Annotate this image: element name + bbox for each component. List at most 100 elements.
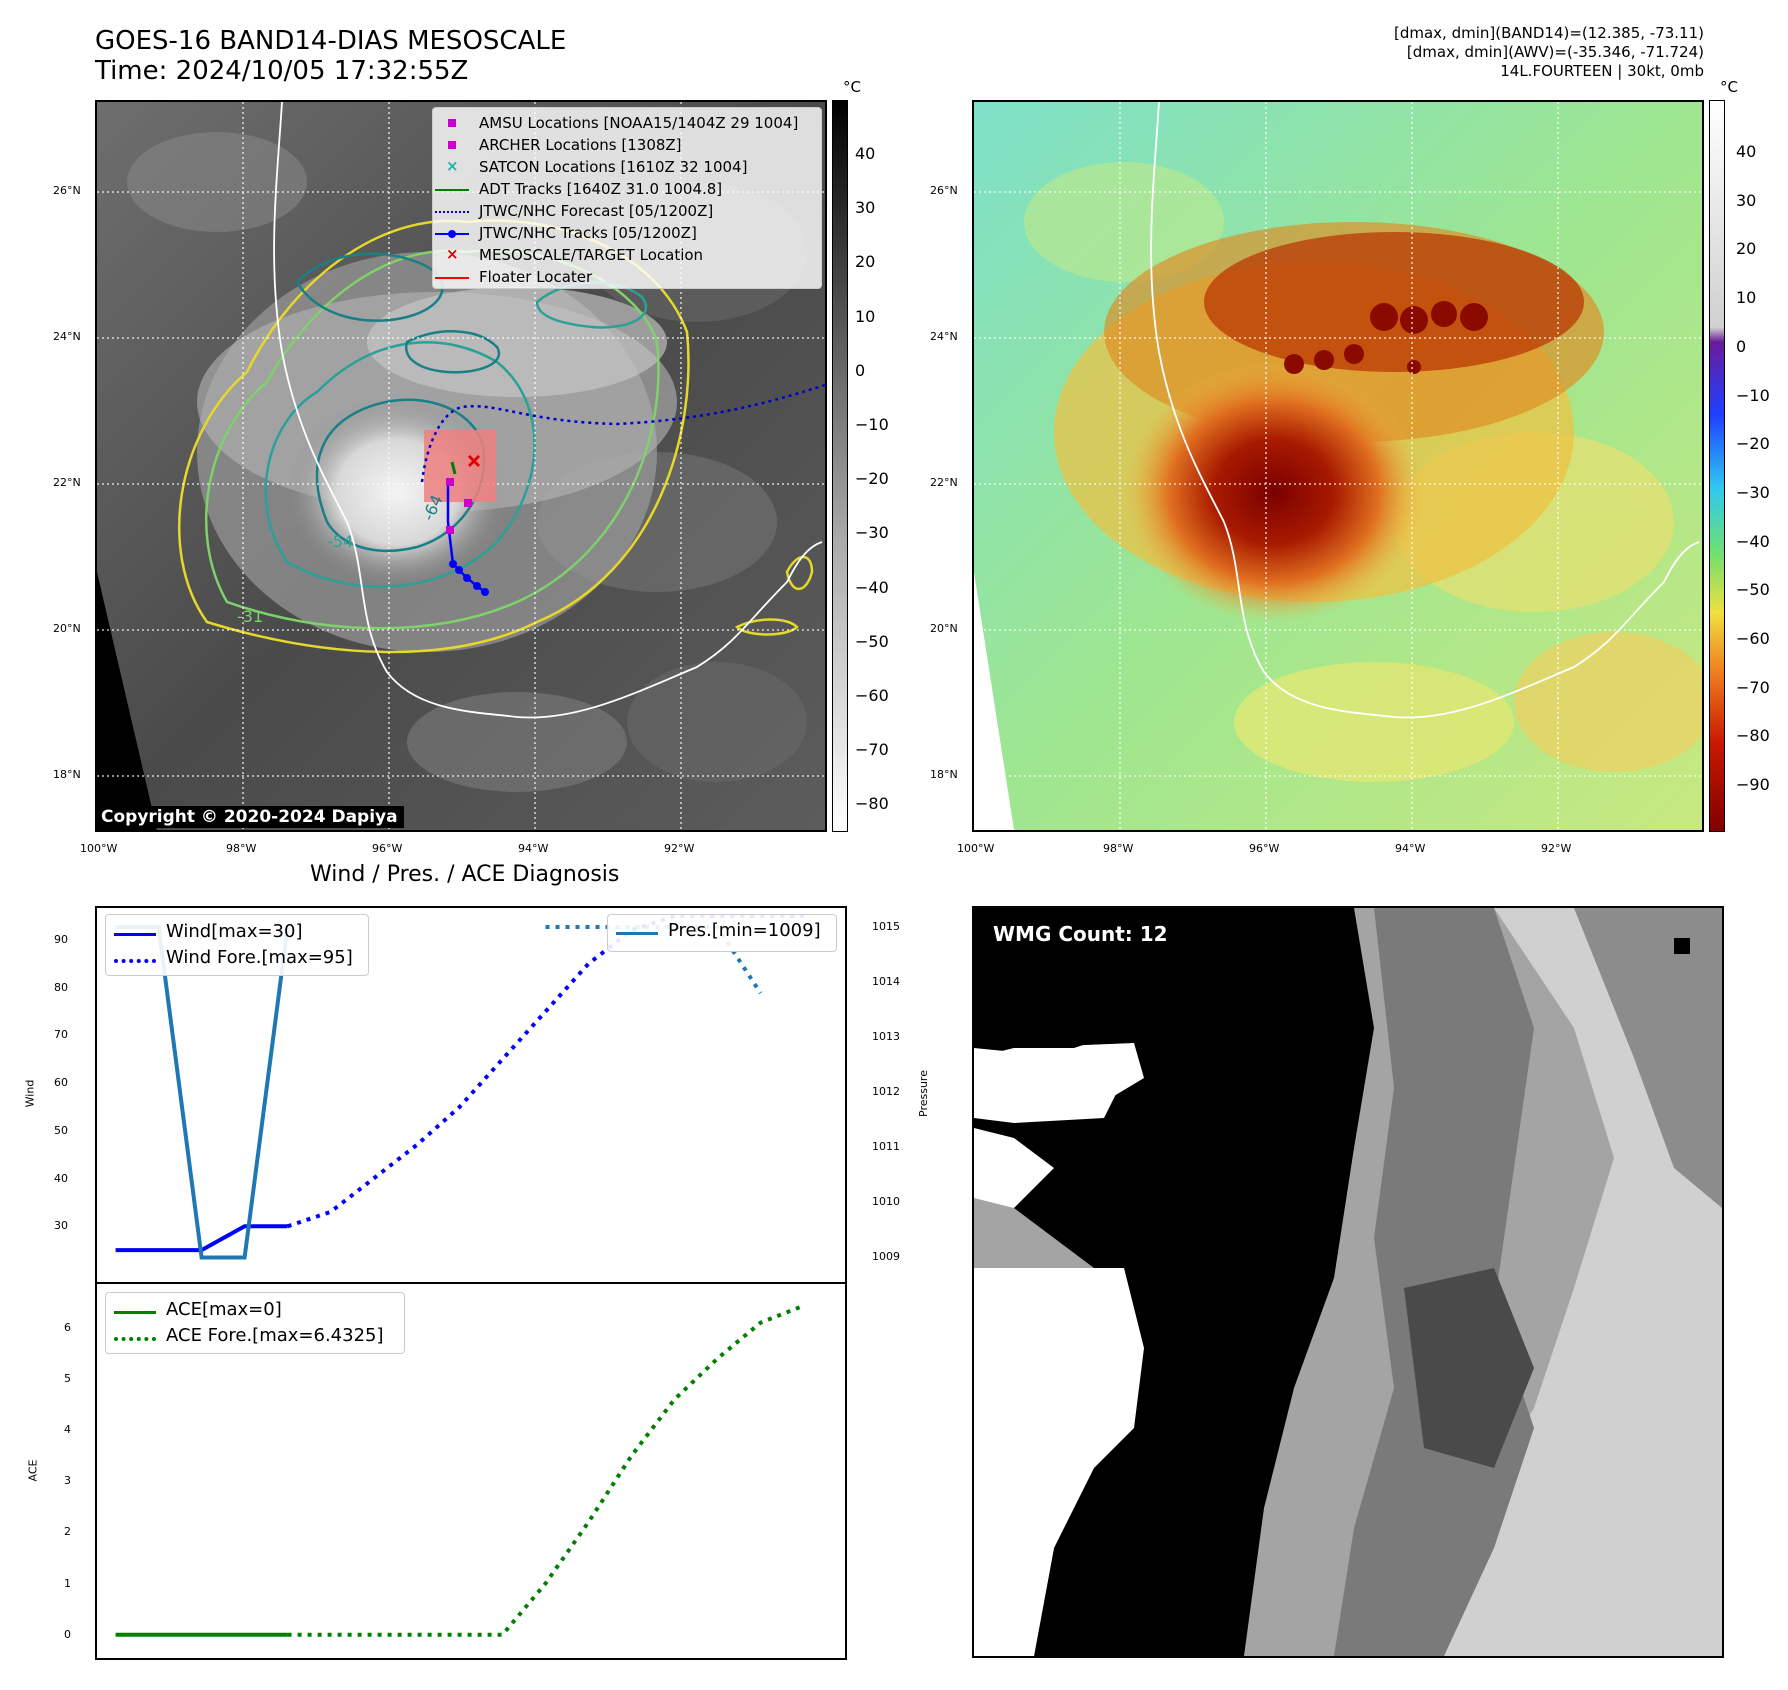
y-tick-label: 5: [64, 1371, 71, 1385]
y-tick-label: 4: [64, 1423, 71, 1437]
figure-info: [dmax, dmin](BAND14)=(12.385, -73.11) [d…: [1394, 24, 1704, 81]
colorbar-tick-label: −20: [855, 469, 889, 489]
lon-label: 96°W: [1249, 842, 1280, 855]
colorbar-tick-label: 20: [1736, 239, 1757, 259]
floater-box: [424, 430, 496, 502]
line-icon: [435, 277, 469, 279]
colorbar-tick-label: −10: [1736, 385, 1770, 405]
colorbar-tick-label: −30: [1736, 482, 1770, 502]
legend-item-archer: ARCHER Locations [1308Z]: [433, 136, 821, 156]
colorbar-tick-label: 0: [855, 360, 866, 380]
y-tick-label: 50: [54, 1123, 68, 1137]
lat-label: 24°N: [930, 330, 958, 343]
colorbar-unit: °C: [1720, 78, 1738, 96]
lat-label: 20°N: [53, 622, 81, 635]
lat-label: 22°N: [930, 476, 958, 489]
line-icon: [616, 932, 658, 935]
wmg-image: [974, 908, 1722, 1656]
y-tick-label: 1011: [872, 1140, 900, 1154]
colorbar-tick-label: −40: [1736, 531, 1770, 551]
legend-label: AMSU Locations [NOAA15/1404Z 29 1004]: [479, 114, 799, 132]
y-tick-label: 30: [54, 1219, 68, 1233]
legend-item-floater: Floater Locater: [433, 268, 821, 288]
svg-text:-54: -54: [327, 532, 353, 551]
colorbar-tick-label: 30: [855, 198, 876, 218]
legend-item-tracks: JTWC/NHC Tracks [05/1200Z]: [433, 224, 821, 244]
square-icon: [448, 119, 456, 127]
y-tick-label: 60: [54, 1076, 68, 1090]
legend-item-adt: ADT Tracks [1640Z 31.0 1004.8]: [433, 180, 821, 200]
y-tick-label: 1012: [872, 1085, 900, 1099]
y-tick-label: 1: [64, 1576, 71, 1590]
dotted-line-icon: [435, 211, 469, 213]
y-tick-label: 1015: [872, 920, 900, 933]
line-icon: [435, 189, 469, 191]
legend-label: ADT Tracks [1640Z 31.0 1004.8]: [479, 180, 723, 198]
legend-label: Floater Locater: [479, 268, 593, 286]
x-marker-icon: ×: [446, 157, 459, 175]
colorbar-tick-label: −30: [855, 523, 889, 543]
lon-label: 92°W: [1541, 842, 1572, 855]
legend-item-target: × MESOSCALE/TARGET Location: [433, 245, 821, 266]
y-tick-label: 3: [64, 1474, 71, 1488]
legend-label: MESOSCALE/TARGET Location: [479, 246, 704, 264]
colorbar-tick-label: 40: [855, 144, 876, 163]
ace-panel: ACE[max=0] ACE Fore.[max=6.4325]: [95, 1282, 847, 1660]
colorbar-tick-label: 40: [1736, 142, 1757, 161]
colorbar-tick-label: −90: [1736, 775, 1770, 795]
legend-label: JTWC/NHC Forecast [05/1200Z]: [479, 202, 714, 220]
y-tick-label: 1010: [872, 1195, 900, 1209]
colorbar-tick-label: −70: [1736, 677, 1770, 697]
wind-axis-label: Wind: [23, 1079, 37, 1108]
wind-pres-panel: Wind[max=30] Wind Fore.[max=95] Pres.[mi…: [95, 906, 847, 1284]
line-icon: [114, 933, 156, 936]
legend-label: ARCHER Locations [1308Z]: [479, 136, 682, 154]
colorbar-tick-label: 30: [1736, 190, 1757, 210]
pres-legend: Pres.[min=1009]: [607, 914, 837, 952]
colorbar-tick-label: 20: [855, 252, 876, 272]
dotted-line-icon: [114, 959, 156, 963]
lon-label: 92°W: [664, 842, 695, 855]
legend-label: ACE Fore.[max=6.4325]: [166, 1325, 384, 1346]
y-tick-label: 80: [54, 980, 68, 994]
colorbar-tick-label: −20: [1736, 434, 1770, 454]
legend-label: SATCON Locations [1610Z 32 1004]: [479, 158, 748, 176]
diagnosis-title: Wind / Pres. / ACE Diagnosis: [310, 862, 620, 887]
lon-label: 94°W: [1395, 842, 1426, 855]
legend-label: Wind Fore.[max=95]: [166, 947, 353, 968]
lat-label: 26°N: [53, 184, 81, 197]
colorbar-tick-label: −60: [855, 686, 889, 705]
info-line-1: [dmax, dmin](BAND14)=(12.385, -73.11): [1393, 24, 1704, 42]
y-tick-label: 2: [64, 1525, 71, 1539]
y-tick-label: 1013: [872, 1030, 900, 1044]
lat-label: 18°N: [53, 768, 81, 781]
colorbar-unit: °C: [843, 78, 861, 96]
wmg-count-badge: WMG Count: 12: [985, 920, 1176, 948]
colorbar-tick-label: −50: [1736, 580, 1770, 600]
legend-item-amsu: AMSU Locations [NOAA15/1404Z 29 1004]: [433, 114, 821, 134]
lat-label: 20°N: [930, 622, 958, 635]
series-line: [287, 1303, 805, 1637]
awv-map-image: [974, 102, 1702, 830]
copyright-badge: Copyright © 2020-2024 Dapiya: [95, 806, 404, 828]
map-legend: AMSU Locations [NOAA15/1404Z 29 1004] AR…: [432, 107, 822, 289]
awv-map-panel: [972, 100, 1704, 832]
lat-label: 22°N: [53, 476, 81, 489]
legend-label: Pres.[min=1009]: [668, 920, 821, 941]
legend-label: JTWC/NHC Tracks [05/1200Z]: [479, 224, 697, 242]
y-tick-label: 0: [64, 1627, 71, 1641]
info-line-2: [dmax, dmin](AWV)=(-35.346, -71.724): [1406, 43, 1704, 61]
lon-label: 94°W: [518, 842, 549, 855]
y-tick-label: 1009: [872, 1250, 900, 1264]
lat-label: 18°N: [930, 768, 958, 781]
ir-colorbar: [832, 100, 848, 832]
lon-label: 100°W: [957, 842, 995, 855]
wmg-panel: [972, 906, 1724, 1658]
lat-label: 24°N: [53, 330, 81, 343]
colorbar-tick-label: −10: [855, 415, 889, 434]
lon-label: 98°W: [226, 842, 257, 855]
line-icon: [114, 1311, 156, 1314]
lon-label: 100°W: [80, 842, 118, 855]
x-marker-icon: ×: [446, 245, 459, 263]
legend-item-satcon: × SATCON Locations [1610Z 32 1004]: [433, 157, 821, 178]
